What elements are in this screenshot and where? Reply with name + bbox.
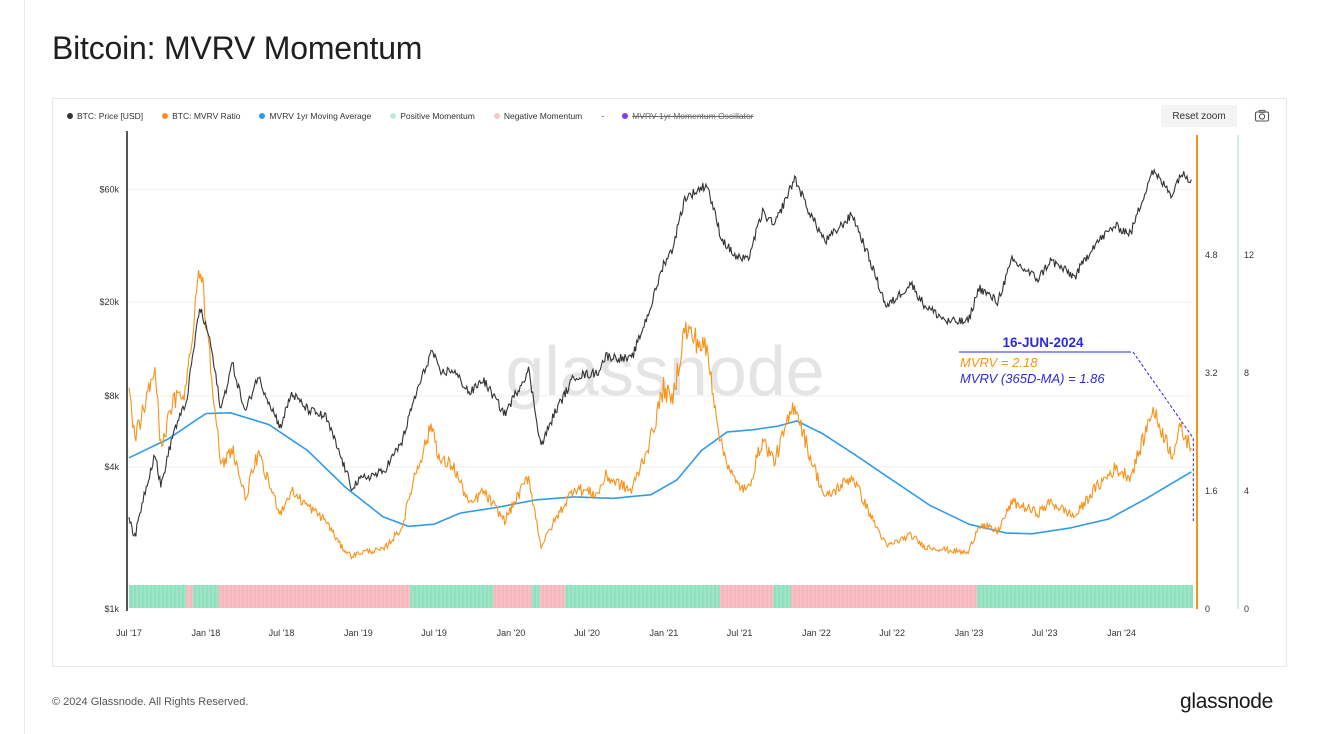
momentum-band-positive bbox=[976, 585, 1193, 608]
legend-item-positive-momentum[interactable]: Positive Momentum bbox=[390, 111, 475, 121]
chart-legend: BTC: Price [USD] BTC: MVRV Ratio MVRV 1yr … bbox=[67, 109, 773, 123]
mvrv-ratio-line bbox=[128, 270, 1192, 560]
x-tick-label: Jul '17 bbox=[116, 628, 142, 638]
momentum-band-negative bbox=[218, 585, 411, 608]
momentum-band-positive bbox=[565, 585, 720, 608]
x-tick-label: Jan '22 bbox=[802, 628, 831, 638]
copyright-text: © 2024 Glassnode. All Rights Reserved. bbox=[52, 696, 249, 708]
momentum-band-positive bbox=[129, 585, 187, 608]
page-title: Bitcoin: MVRV Momentum bbox=[52, 30, 423, 66]
annotation-date: 16-JUN-2024 bbox=[1002, 335, 1084, 350]
legend-marker bbox=[493, 113, 500, 119]
oscillator-tick-label: 8 bbox=[1244, 368, 1249, 378]
mvrv-tick-label: 1.6 bbox=[1205, 486, 1218, 496]
annotation-leader-diagonal bbox=[1132, 351, 1194, 439]
momentum-band-negative bbox=[719, 585, 774, 608]
x-tick-label: Jul '18 bbox=[269, 628, 295, 638]
legend-item-btc-mvrv-ratio[interactable]: BTC: MVRV Ratio bbox=[162, 111, 240, 121]
x-tick-label: Jan '20 bbox=[497, 628, 526, 638]
chart-card: BTC: Price [USD] BTC: MVRV Ratio MVRV 1yr … bbox=[52, 98, 1287, 667]
momentum-band-positive bbox=[531, 585, 540, 608]
legend-marker bbox=[622, 113, 629, 119]
x-tick-label: Jul '20 bbox=[574, 628, 600, 638]
momentum-band-negative bbox=[539, 585, 566, 608]
legend-marker bbox=[67, 113, 73, 119]
oscillator-tick-label: 0 bbox=[1244, 604, 1249, 614]
price-tick-label: $4k bbox=[104, 462, 119, 472]
reset-zoom-button[interactable]: Reset zoom bbox=[1161, 105, 1237, 127]
momentum-band-negative bbox=[493, 585, 532, 608]
momentum-band-positive bbox=[192, 585, 219, 608]
mvrv-moving-average-line bbox=[128, 411, 1192, 535]
price-tick-label: $60k bbox=[99, 184, 119, 194]
oscillator-tick-label: 4 bbox=[1244, 486, 1249, 496]
x-tick-label: Jan '24 bbox=[1107, 628, 1136, 638]
price-tick-label: $20k bbox=[99, 297, 119, 307]
legend-marker bbox=[390, 113, 397, 119]
annotation-ma: MVRV (365D-MA) = 1.86 bbox=[960, 371, 1105, 386]
price-tick-label: $1k bbox=[104, 604, 119, 614]
x-tick-label: Jul '21 bbox=[727, 628, 753, 638]
mvrv-tick-label: 3.2 bbox=[1205, 368, 1218, 378]
legend-item-btc-price-usd[interactable]: BTC: Price [USD] bbox=[67, 111, 143, 121]
legend-label: Positive Momentum bbox=[400, 111, 475, 121]
legend-marker bbox=[259, 113, 266, 119]
x-tick-label: Jul '19 bbox=[421, 628, 447, 638]
legend-label: BTC: MVRV Ratio bbox=[172, 111, 241, 121]
x-tick-label: Jan '23 bbox=[955, 628, 984, 638]
mvrv-tick-label: 0 bbox=[1205, 604, 1210, 614]
legend-label: Negative Momentum bbox=[503, 111, 583, 121]
legend-label: MVRV 1yr Momentum Oscillator bbox=[632, 111, 754, 121]
legend-marker bbox=[162, 113, 169, 119]
x-tick-label: Jul '23 bbox=[1032, 628, 1058, 638]
mvrv-tick-label: 4.8 bbox=[1205, 250, 1218, 260]
x-tick-label: Jan '21 bbox=[650, 628, 679, 638]
camera-icon-glyph bbox=[1254, 109, 1270, 122]
legend-label: MVRV 1yr Moving Average bbox=[269, 111, 372, 121]
glassnode-logo: glassnode bbox=[1180, 690, 1274, 713]
mvrv-momentum-chart: glassnode$1k$4k$8k$20k$60k01.63.24.80481… bbox=[99, 131, 1254, 638]
price-tick-label: $8k bbox=[104, 391, 119, 401]
x-tick-label: Jan '19 bbox=[344, 628, 373, 638]
legend-label: BTC: Price [USD] bbox=[77, 111, 144, 121]
legend-item-mvrv-1yr-moving-average[interactable]: MVRV 1yr Moving Average bbox=[259, 111, 371, 121]
oscillator-tick-label: 12 bbox=[1244, 250, 1254, 260]
momentum-band-positive bbox=[410, 585, 494, 608]
x-tick-label: Jul '22 bbox=[879, 628, 905, 638]
left-rule bbox=[24, 0, 25, 734]
legend-separator: - bbox=[601, 111, 605, 121]
momentum-band-negative bbox=[790, 585, 977, 608]
camera-icon[interactable] bbox=[1253, 108, 1271, 124]
btc-price-line bbox=[128, 167, 1192, 537]
legend-item-mvrv-1yr-momentum-oscillator[interactable]: MVRV 1yr Momentum Oscillator bbox=[622, 111, 754, 121]
annotation-mvrv: MVRV = 2.18 bbox=[960, 355, 1038, 370]
momentum-band-negative bbox=[186, 585, 193, 608]
momentum-band-positive bbox=[773, 585, 791, 608]
legend-item-negative-momentum[interactable]: Negative Momentum bbox=[493, 111, 583, 121]
x-tick-label: Jan '18 bbox=[192, 628, 221, 638]
